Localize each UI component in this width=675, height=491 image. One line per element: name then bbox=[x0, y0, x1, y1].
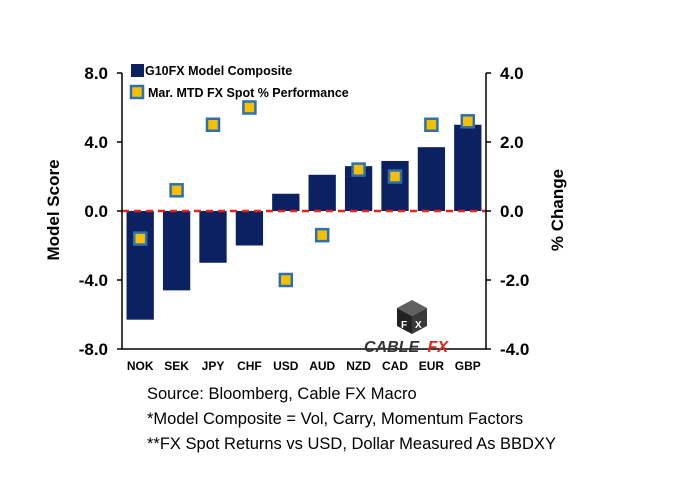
brand-wordmark: CABLE FX bbox=[364, 339, 449, 356]
category-label-chf: CHF bbox=[237, 359, 262, 373]
bar-gbp bbox=[454, 124, 482, 211]
bar-eur bbox=[417, 147, 446, 211]
marker-gbp bbox=[460, 114, 476, 129]
left-axis-title: Model Score bbox=[44, 159, 63, 260]
dice-letter-x: X bbox=[415, 320, 422, 331]
category-label-gbp: GBP bbox=[455, 359, 481, 373]
category-label-cad: CAD bbox=[382, 359, 408, 373]
marker-nzd bbox=[351, 162, 366, 177]
bar-cad bbox=[381, 160, 409, 211]
left-tick-label: -4.0 bbox=[79, 271, 108, 290]
brand-fx: FX bbox=[428, 339, 450, 356]
right-tick-label: -2.0 bbox=[500, 271, 529, 290]
category-label-nzd: NZD bbox=[346, 359, 371, 373]
chart-notes: Source: Bloomberg, Cable FX Macro *Model… bbox=[147, 382, 556, 457]
right-tick-label: 0.0 bbox=[500, 202, 524, 221]
dice-letter-f: F bbox=[401, 320, 407, 331]
bar-series bbox=[126, 124, 482, 320]
left-tick-label: 8.0 bbox=[84, 64, 108, 83]
legend-marker-swatch bbox=[129, 84, 145, 100]
right-tick-label: -4.0 bbox=[500, 340, 529, 359]
bar-jpy bbox=[199, 211, 227, 263]
category-label-nok: NOK bbox=[127, 359, 154, 373]
bar-aud bbox=[308, 174, 336, 211]
right-tick-label: 4.0 bbox=[500, 64, 524, 83]
marker-nok bbox=[132, 231, 148, 246]
category-label-sek: SEK bbox=[164, 359, 189, 373]
legend-marker-label: Mar. MTD FX Spot % Performance bbox=[148, 86, 349, 100]
bar-chf bbox=[235, 211, 264, 246]
right-axis-title: % Change bbox=[548, 169, 567, 251]
source-note: Source: Bloomberg, Cable FX Macro bbox=[147, 385, 417, 403]
category-label-eur: EUR bbox=[419, 359, 445, 373]
marker-cad bbox=[387, 169, 403, 184]
legend-bar-label: G10FX Model Composite bbox=[145, 64, 292, 78]
marker-jpy bbox=[205, 117, 221, 132]
marker-series bbox=[132, 100, 476, 288]
marker-usd bbox=[278, 272, 294, 288]
bar-nok bbox=[126, 211, 154, 320]
brand-cable: CABLE bbox=[364, 339, 420, 356]
dice-icon: F X bbox=[397, 300, 427, 334]
category-label-usd: USD bbox=[273, 359, 299, 373]
marker-chf bbox=[242, 100, 257, 115]
cable-fx-logo: F X CABLE FX bbox=[364, 300, 449, 356]
legend-bar-swatch bbox=[131, 64, 144, 77]
left-tick-label: 0.0 bbox=[84, 202, 108, 221]
right-tick-label: 2.0 bbox=[500, 133, 524, 152]
marker-sek bbox=[169, 183, 184, 198]
category-label-jpy: JPY bbox=[202, 359, 225, 373]
category-label-aud: AUD bbox=[309, 359, 335, 373]
marker-eur bbox=[424, 117, 439, 132]
left-tick-label: 4.0 bbox=[84, 133, 108, 152]
marker-aud bbox=[314, 227, 330, 243]
footnote-spot: **FX Spot Returns vs USD, Dollar Measure… bbox=[147, 435, 556, 453]
legend: G10FX Model Composite Mar. MTD FX Spot %… bbox=[129, 64, 349, 100]
bar-sek bbox=[162, 211, 191, 291]
footnote-model: *Model Composite = Vol, Carry, Momentum … bbox=[147, 410, 524, 428]
bar-usd bbox=[272, 193, 300, 211]
left-tick-label: -8.0 bbox=[79, 340, 108, 359]
